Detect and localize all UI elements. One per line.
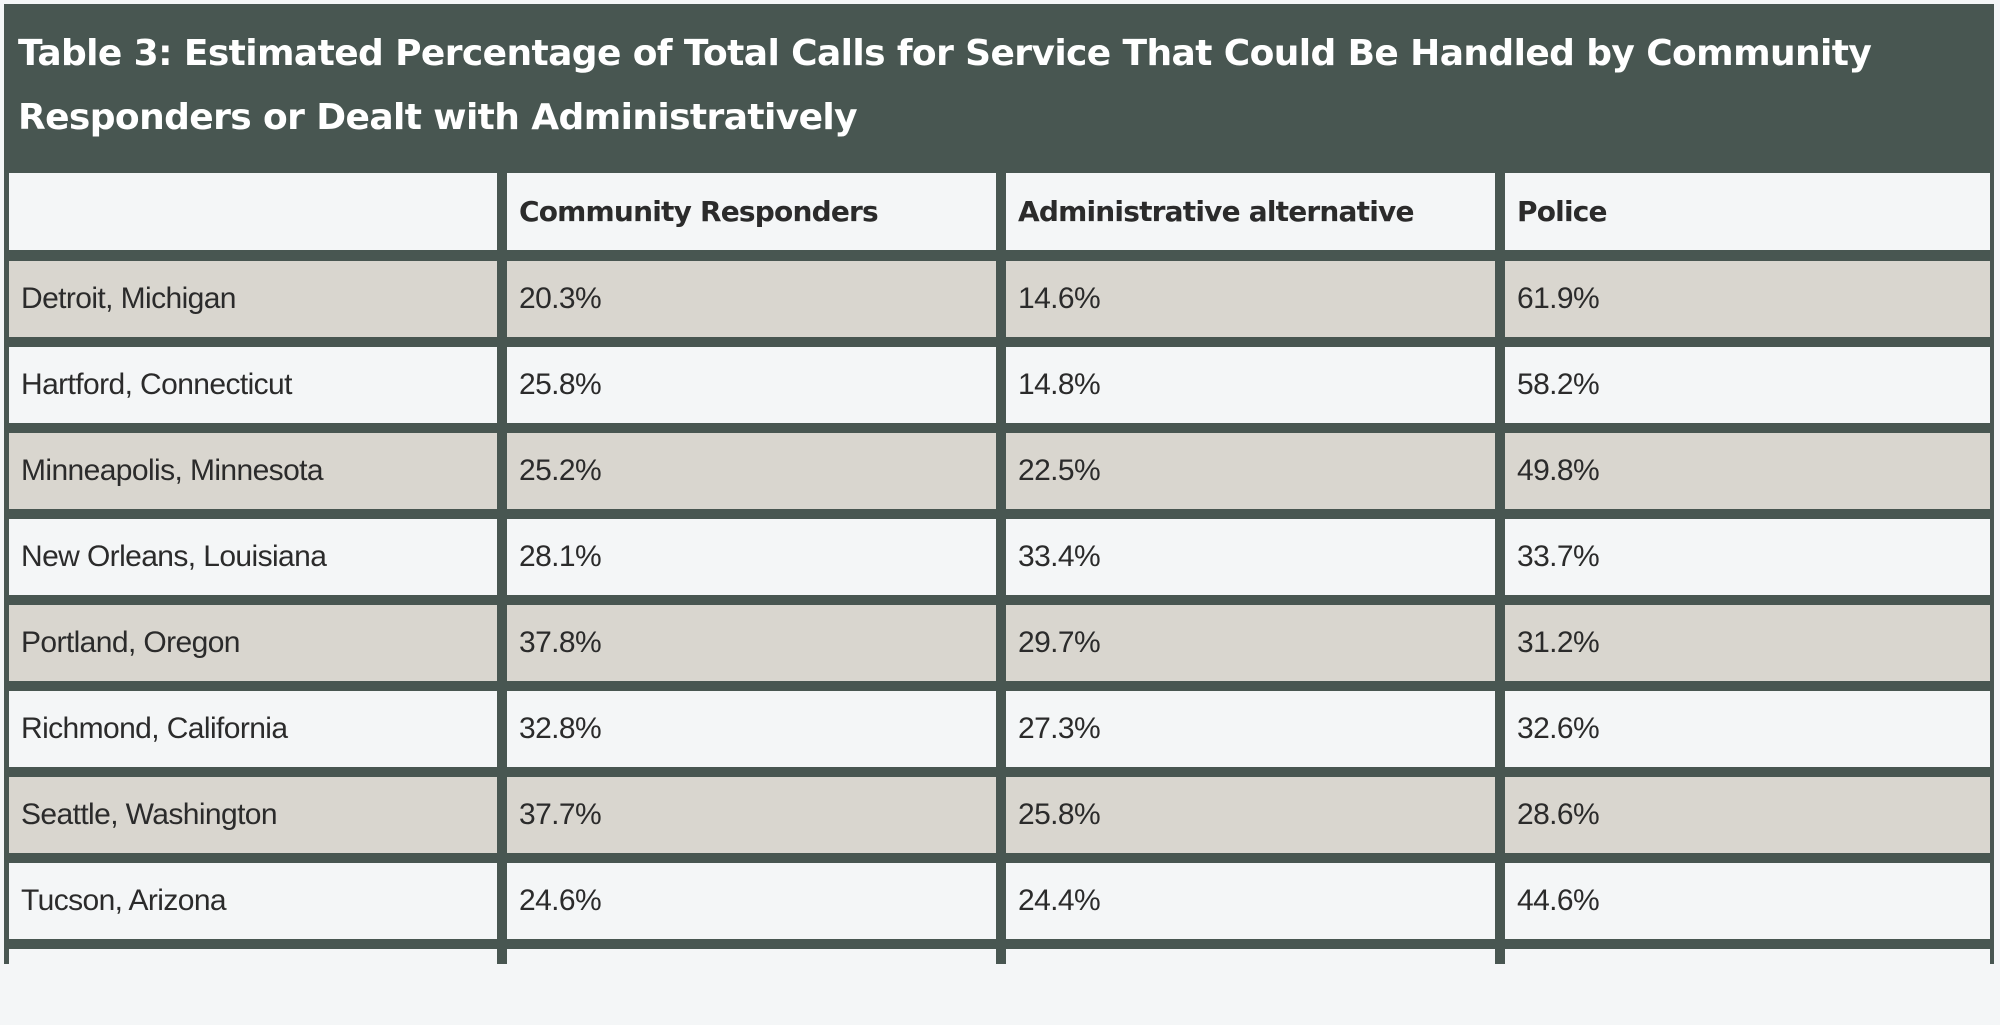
table-cell-community-responders: 37.8%	[507, 605, 996, 681]
row-label: Portland, Oregon	[9, 605, 497, 681]
table-cell-community-responders: 25.2%	[507, 433, 996, 509]
row-label: Hartford, Connecticut	[9, 347, 497, 423]
row-label: Tucson, Arizona	[9, 863, 497, 939]
table-cell-community-responders: 25.8%	[507, 347, 996, 423]
table-cell-community-responders: 28.1%	[507, 519, 996, 595]
table-row-cutoff	[507, 949, 996, 1025]
row-label: New Orleans, Louisiana	[9, 519, 497, 595]
column-header-community-responders: Community Responders	[507, 173, 996, 250]
column-header-location	[9, 173, 497, 250]
table-title: Table 3: Estimated Percentage of Total C…	[18, 33, 1872, 138]
table-cell-community-responders: 37.7%	[507, 777, 996, 853]
table-cell-administrative-alternative: 24.4%	[1006, 863, 1495, 939]
row-label: Minneapolis, Minnesota	[9, 433, 497, 509]
table-cell-administrative-alternative: 29.7%	[1006, 605, 1495, 681]
table-cell-community-responders: 32.8%	[507, 691, 996, 767]
table-cell-administrative-alternative: 14.8%	[1006, 347, 1495, 423]
table-cell-community-responders: 20.3%	[507, 261, 996, 337]
table-cell-police: 49.8%	[1505, 433, 1990, 509]
table-cell-police: 58.2%	[1505, 347, 1990, 423]
row-label: Seattle, Washington	[9, 777, 497, 853]
table-row-cutoff	[9, 949, 497, 1025]
column-header-administrative-alternative: Administrative alternative	[1006, 173, 1495, 250]
table-row-cutoff	[1006, 949, 1495, 1025]
table-cell-police: 31.2%	[1505, 605, 1990, 681]
table-cell-police: 33.7%	[1505, 519, 1990, 595]
table-cell-administrative-alternative: 25.8%	[1006, 777, 1495, 853]
table-cell-administrative-alternative: 33.4%	[1006, 519, 1495, 595]
table-cell-community-responders: 24.6%	[507, 863, 996, 939]
table-cell-police: 28.6%	[1505, 777, 1990, 853]
table-cell-police: 32.6%	[1505, 691, 1990, 767]
row-label: Detroit, Michigan	[9, 261, 497, 337]
table-cell-police: 61.9%	[1505, 261, 1990, 337]
table-row-cutoff	[1505, 949, 1990, 1025]
table-cell-administrative-alternative: 14.6%	[1006, 261, 1495, 337]
column-header-police: Police	[1505, 173, 1990, 250]
row-label: Richmond, California	[9, 691, 497, 767]
table-cell-administrative-alternative: 27.3%	[1006, 691, 1495, 767]
table-cell-administrative-alternative: 22.5%	[1006, 433, 1495, 509]
table-cell-police: 44.6%	[1505, 863, 1990, 939]
